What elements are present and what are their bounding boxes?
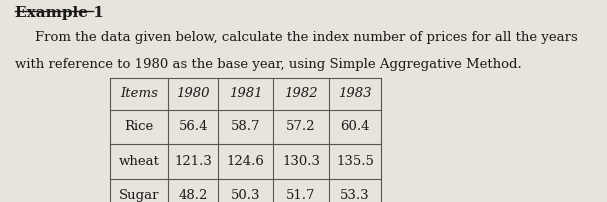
Text: Items: Items xyxy=(120,87,158,100)
Text: 60.4: 60.4 xyxy=(341,120,370,133)
Text: with reference to 1980 as the base year, using Simple Aggregative Method.: with reference to 1980 as the base year,… xyxy=(15,58,522,71)
Text: 130.3: 130.3 xyxy=(282,155,320,168)
Text: 53.3: 53.3 xyxy=(340,189,370,202)
Text: 57.2: 57.2 xyxy=(287,120,316,133)
Text: 121.3: 121.3 xyxy=(174,155,212,168)
Text: Example 1: Example 1 xyxy=(15,6,104,20)
Text: 1980: 1980 xyxy=(177,87,210,100)
Text: 48.2: 48.2 xyxy=(178,189,208,202)
Text: 56.4: 56.4 xyxy=(178,120,208,133)
Text: From the data given below, calculate the index number of prices for all the year: From the data given below, calculate the… xyxy=(35,31,578,44)
Text: wheat: wheat xyxy=(119,155,160,168)
Text: Sugar: Sugar xyxy=(119,189,160,202)
Text: 135.5: 135.5 xyxy=(336,155,374,168)
Text: 1983: 1983 xyxy=(338,87,371,100)
Text: 124.6: 124.6 xyxy=(227,155,265,168)
Text: 51.7: 51.7 xyxy=(287,189,316,202)
Text: 50.3: 50.3 xyxy=(231,189,260,202)
Text: 58.7: 58.7 xyxy=(231,120,260,133)
Text: 1982: 1982 xyxy=(284,87,318,100)
Text: Rice: Rice xyxy=(124,120,154,133)
Text: 1981: 1981 xyxy=(229,87,263,100)
